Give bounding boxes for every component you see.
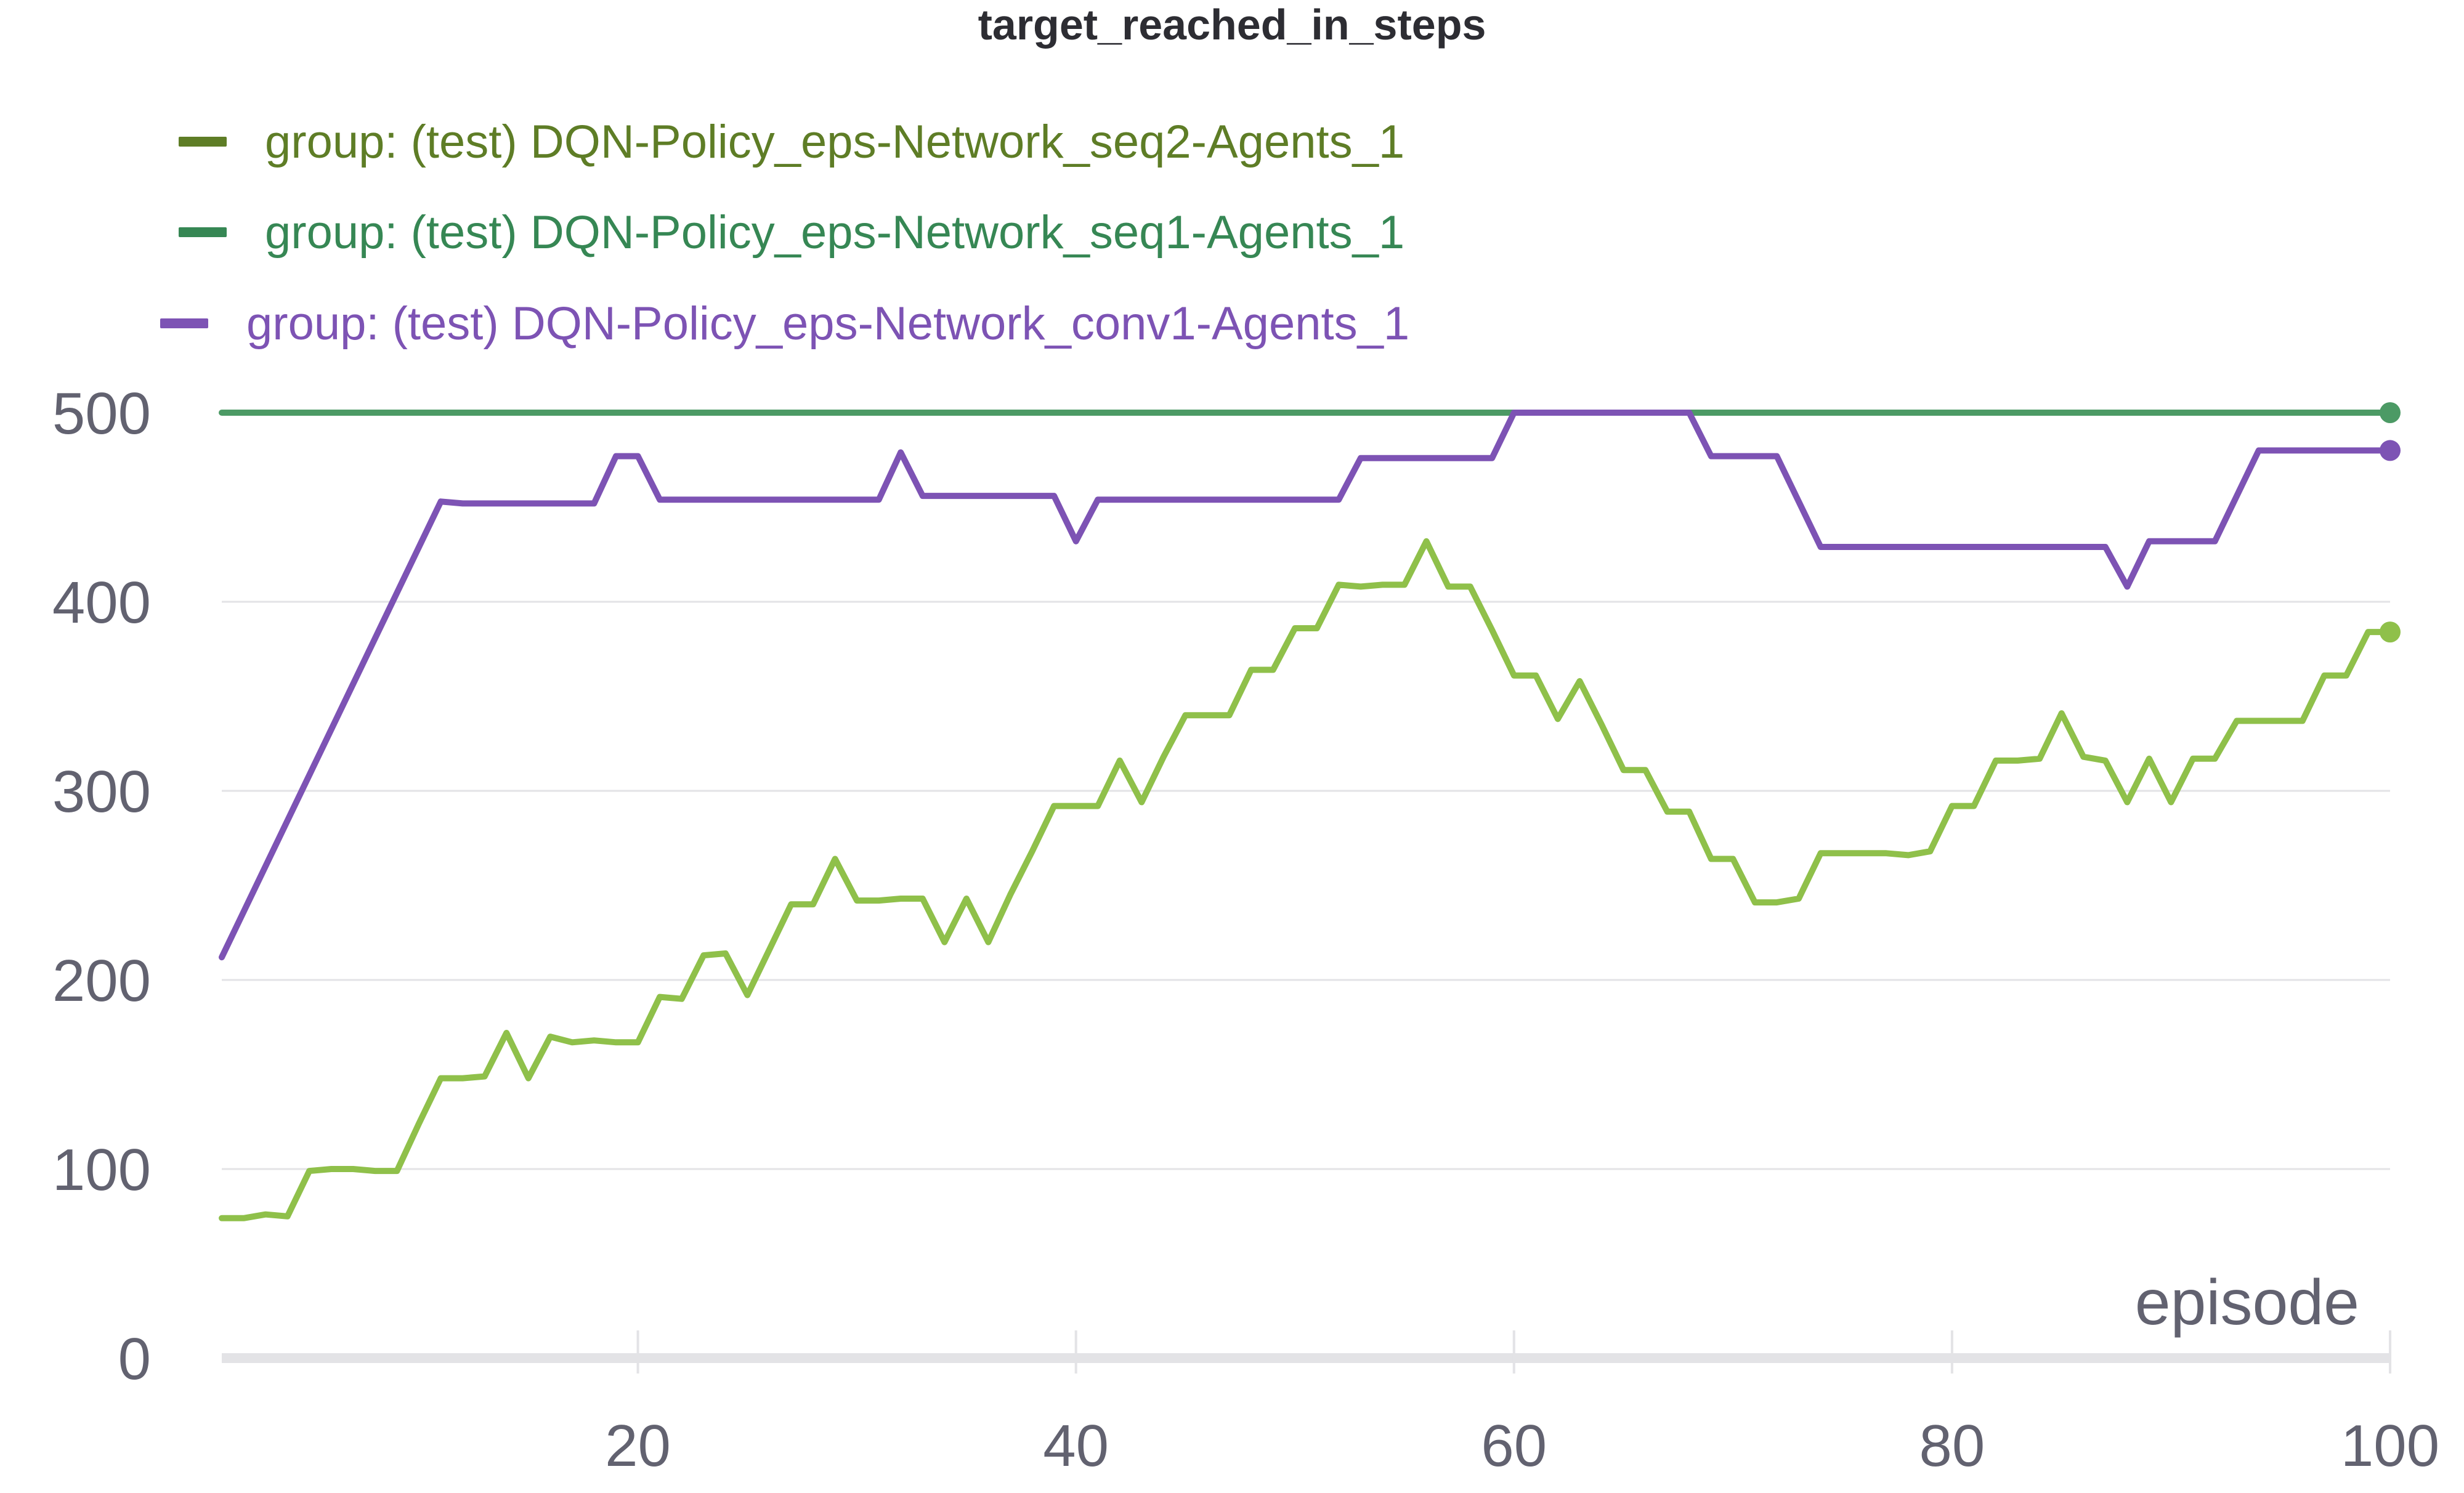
- legend-item-seq2[interactable]: group: (test) DQN-Policy_eps-Network_seq…: [179, 108, 1780, 176]
- legend-swatch-seq2: [179, 137, 227, 147]
- x-tick-label-20: 20: [605, 1413, 671, 1479]
- x-tick-label-100: 100: [2341, 1413, 2439, 1479]
- legend-item-conv1[interactable]: group: (test) DQN-Policy_eps-Network_con…: [160, 289, 1762, 357]
- legend-label-seq1: group: (test) DQN-Policy_eps-Network_seq…: [265, 206, 1405, 259]
- y-tick-label-500: 500: [52, 381, 151, 447]
- x-tick-label-80: 80: [1919, 1413, 1985, 1479]
- series-end-marker-2[interactable]: [2380, 440, 2401, 461]
- series-end-marker-0[interactable]: [2380, 621, 2401, 643]
- y-tick-label-200: 200: [52, 948, 151, 1014]
- x-tick-label-60: 60: [1481, 1413, 1547, 1479]
- y-tick-label-0: 0: [118, 1326, 151, 1392]
- y-tick-label-400: 400: [52, 570, 151, 636]
- legend-label-seq2: group: (test) DQN-Policy_eps-Network_seq…: [265, 115, 1405, 168]
- x-axis-label: episode: [2135, 1267, 2359, 1338]
- legend-swatch-conv1: [160, 318, 208, 328]
- series-line-2[interactable]: [219, 410, 2393, 961]
- chart-title: target_reached_in_steps: [978, 1, 1486, 49]
- axes: 0 100 200 300 400 500 20 40 60 80 100: [52, 381, 2439, 1479]
- x-tick-label-40: 40: [1043, 1413, 1109, 1479]
- y-tick-label-100: 100: [52, 1137, 151, 1203]
- series-lines: [219, 402, 2401, 1221]
- legend-item-seq1[interactable]: group: (test) DQN-Policy_eps-Network_seq…: [179, 198, 1780, 266]
- series-line-0[interactable]: [219, 538, 2393, 1221]
- grid-lines: [222, 411, 2390, 1170]
- legend-swatch-seq1: [179, 227, 227, 237]
- legend-label-conv1: group: (test) DQN-Policy_eps-Network_con…: [246, 297, 1410, 350]
- y-tick-label-300: 300: [52, 759, 151, 825]
- series-end-marker-1[interactable]: [2380, 402, 2401, 423]
